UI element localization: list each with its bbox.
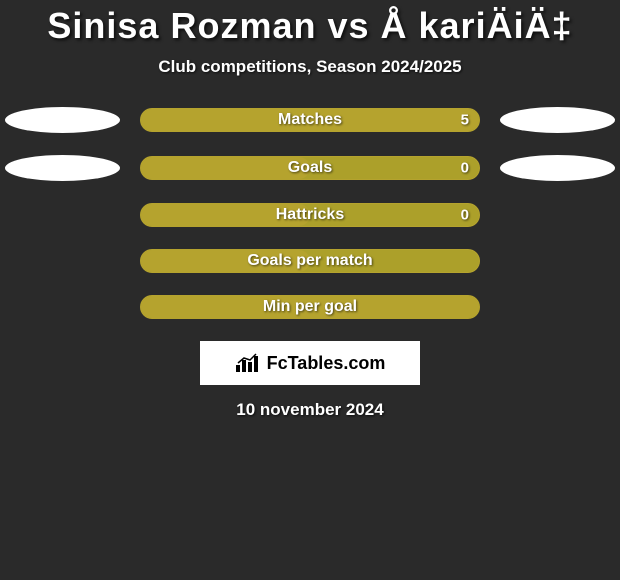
- fctables-logo: FcTables.com: [200, 341, 420, 385]
- left-pill: [5, 155, 120, 181]
- bar-value: 0: [461, 207, 469, 224]
- right-pill: [500, 107, 615, 133]
- date-text: 10 november 2024: [0, 400, 620, 420]
- stat-bar: Goals per match: [140, 249, 480, 273]
- subtitle: Club competitions, Season 2024/2025: [0, 57, 620, 77]
- stat-row: Matches 5: [0, 107, 620, 133]
- stat-bar: Hattricks 0: [140, 203, 480, 227]
- stat-row: Min per goal: [0, 295, 620, 319]
- stat-row: Goals 0: [0, 155, 620, 181]
- page-title: Sinisa Rozman vs Å kariÄiÄ‡: [0, 5, 620, 47]
- bar-value: 5: [461, 112, 469, 129]
- chart-icon: [235, 353, 261, 373]
- logo-text: FcTables.com: [267, 353, 386, 374]
- bar-label: Min per goal: [263, 298, 357, 316]
- left-pill: [5, 107, 120, 133]
- stat-bar: Goals 0: [140, 156, 480, 180]
- bar-label: Hattricks: [276, 206, 344, 224]
- stat-row: Hattricks 0: [0, 203, 620, 227]
- bar-label: Goals: [288, 159, 332, 177]
- stat-row: Goals per match: [0, 249, 620, 273]
- stat-bar: Matches 5: [140, 108, 480, 132]
- bar-value: 0: [461, 160, 469, 177]
- right-pill: [500, 155, 615, 181]
- bar-label: Goals per match: [247, 252, 372, 270]
- bar-fill: [141, 157, 310, 179]
- stat-bar: Min per goal: [140, 295, 480, 319]
- bar-label: Matches: [278, 111, 342, 129]
